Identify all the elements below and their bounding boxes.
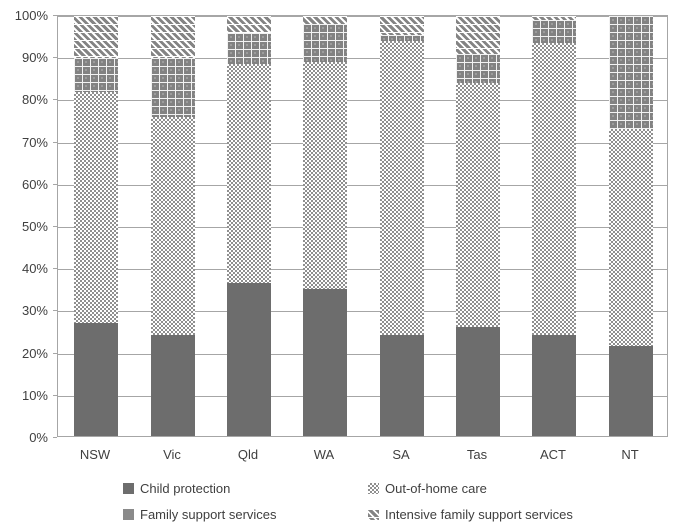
y-axis-tick [53, 15, 57, 16]
bar-segment [74, 91, 118, 323]
y-axis-tick [53, 310, 57, 311]
bar-segment [609, 16, 653, 130]
x-axis-label-wa: WA [313, 447, 335, 462]
bar-segment [303, 289, 347, 436]
bar-segment [303, 62, 347, 289]
bar-segment [532, 20, 576, 44]
bar-segment [532, 16, 576, 21]
bar-segment [456, 326, 500, 436]
bar-segment [456, 16, 500, 54]
legend-item-child-protection: Child protection [123, 481, 230, 496]
gridline [58, 354, 667, 355]
y-axis-tick-label: 80% [21, 92, 48, 107]
y-axis-tick-label: 10% [21, 388, 48, 403]
bar-vic [151, 16, 195, 436]
gridline [58, 396, 667, 397]
y-axis-tick-label: 30% [21, 303, 48, 318]
bar-segment [380, 41, 424, 336]
bar-segment [227, 16, 271, 33]
bar-nt [609, 16, 653, 436]
y-axis-tick-label: 50% [21, 219, 48, 234]
bar-segment [74, 58, 118, 92]
x-axis-label-vic: Vic [163, 447, 181, 462]
bar-segment [532, 43, 576, 336]
y-axis-tick-label: 60% [21, 177, 48, 192]
bar-segment [74, 16, 118, 59]
bar-act [532, 16, 576, 436]
bar-segment [380, 335, 424, 436]
y-axis-tick-label: 70% [21, 135, 48, 150]
legend-item-family-support-services: Family support services [123, 507, 277, 522]
gridline [58, 311, 667, 312]
bar-segment [380, 34, 424, 42]
bar-segment [151, 335, 195, 436]
y-axis-tick-label: 0% [29, 430, 48, 445]
x-axis-label-tas: Tas [466, 447, 488, 462]
legend-item-intensive-family-support-services: Intensive family support services [368, 507, 573, 522]
y-axis-tick-label: 100% [14, 8, 48, 23]
bar-segment [74, 322, 118, 436]
bar-qld [227, 16, 271, 436]
y-axis-tick-label: 90% [21, 50, 48, 65]
legend-label: Family support services [140, 507, 277, 522]
child-protection-swatch-icon [123, 483, 134, 494]
gridline [58, 269, 667, 270]
legend-label: Intensive family support services [385, 507, 573, 522]
bar-nsw [74, 16, 118, 436]
bar-segment [151, 16, 195, 59]
gridline [58, 100, 667, 101]
family-support-services-swatch-icon [123, 509, 134, 520]
y-axis-tick [53, 99, 57, 100]
bar-segment [303, 24, 347, 63]
bar-segment [532, 335, 576, 436]
bar-segment [227, 32, 271, 65]
bar-segment [227, 282, 271, 436]
y-axis-tick [53, 353, 57, 354]
bar-segment [456, 83, 500, 327]
x-axis-label-nt: NT [621, 447, 639, 462]
bar-sa [380, 16, 424, 436]
x-axis-label-sa: SA [392, 447, 410, 462]
gridline [58, 58, 667, 59]
plot-area [57, 15, 668, 437]
gridline [58, 185, 667, 186]
y-axis-tick [53, 437, 57, 438]
gridline [58, 143, 667, 144]
bar-segment [380, 16, 424, 35]
bar-segment [151, 58, 195, 117]
bar-wa [303, 16, 347, 436]
bar-segment [609, 129, 653, 346]
y-axis-tick-label: 40% [21, 261, 48, 276]
bar-segment [151, 116, 195, 336]
bar-segment [303, 16, 347, 25]
legend-label: Out-of-home care [385, 481, 487, 496]
bar-segment [456, 53, 500, 84]
y-axis-tick [53, 226, 57, 227]
bar-tas [456, 16, 500, 436]
y-axis-tick [53, 395, 57, 396]
out-of-home-care-swatch-icon [368, 483, 379, 494]
gridline [58, 16, 667, 17]
intensive-family-support-services-swatch-icon [368, 509, 379, 520]
y-axis-tick [53, 268, 57, 269]
gridline [58, 227, 667, 228]
bar-segment [609, 345, 653, 436]
x-axis-label-act: ACT [540, 447, 566, 462]
legend-item-out-of-home-care: Out-of-home care [368, 481, 487, 496]
bar-segment [227, 64, 271, 283]
y-axis-tick [53, 184, 57, 185]
legend-label: Child protection [140, 481, 231, 496]
y-axis-tick-label: 20% [21, 346, 48, 361]
y-axis-tick [53, 142, 57, 143]
y-axis-tick [53, 57, 57, 58]
x-axis-label-nsw: NSW [79, 447, 111, 462]
x-axis-label-qld: Qld [237, 447, 259, 462]
